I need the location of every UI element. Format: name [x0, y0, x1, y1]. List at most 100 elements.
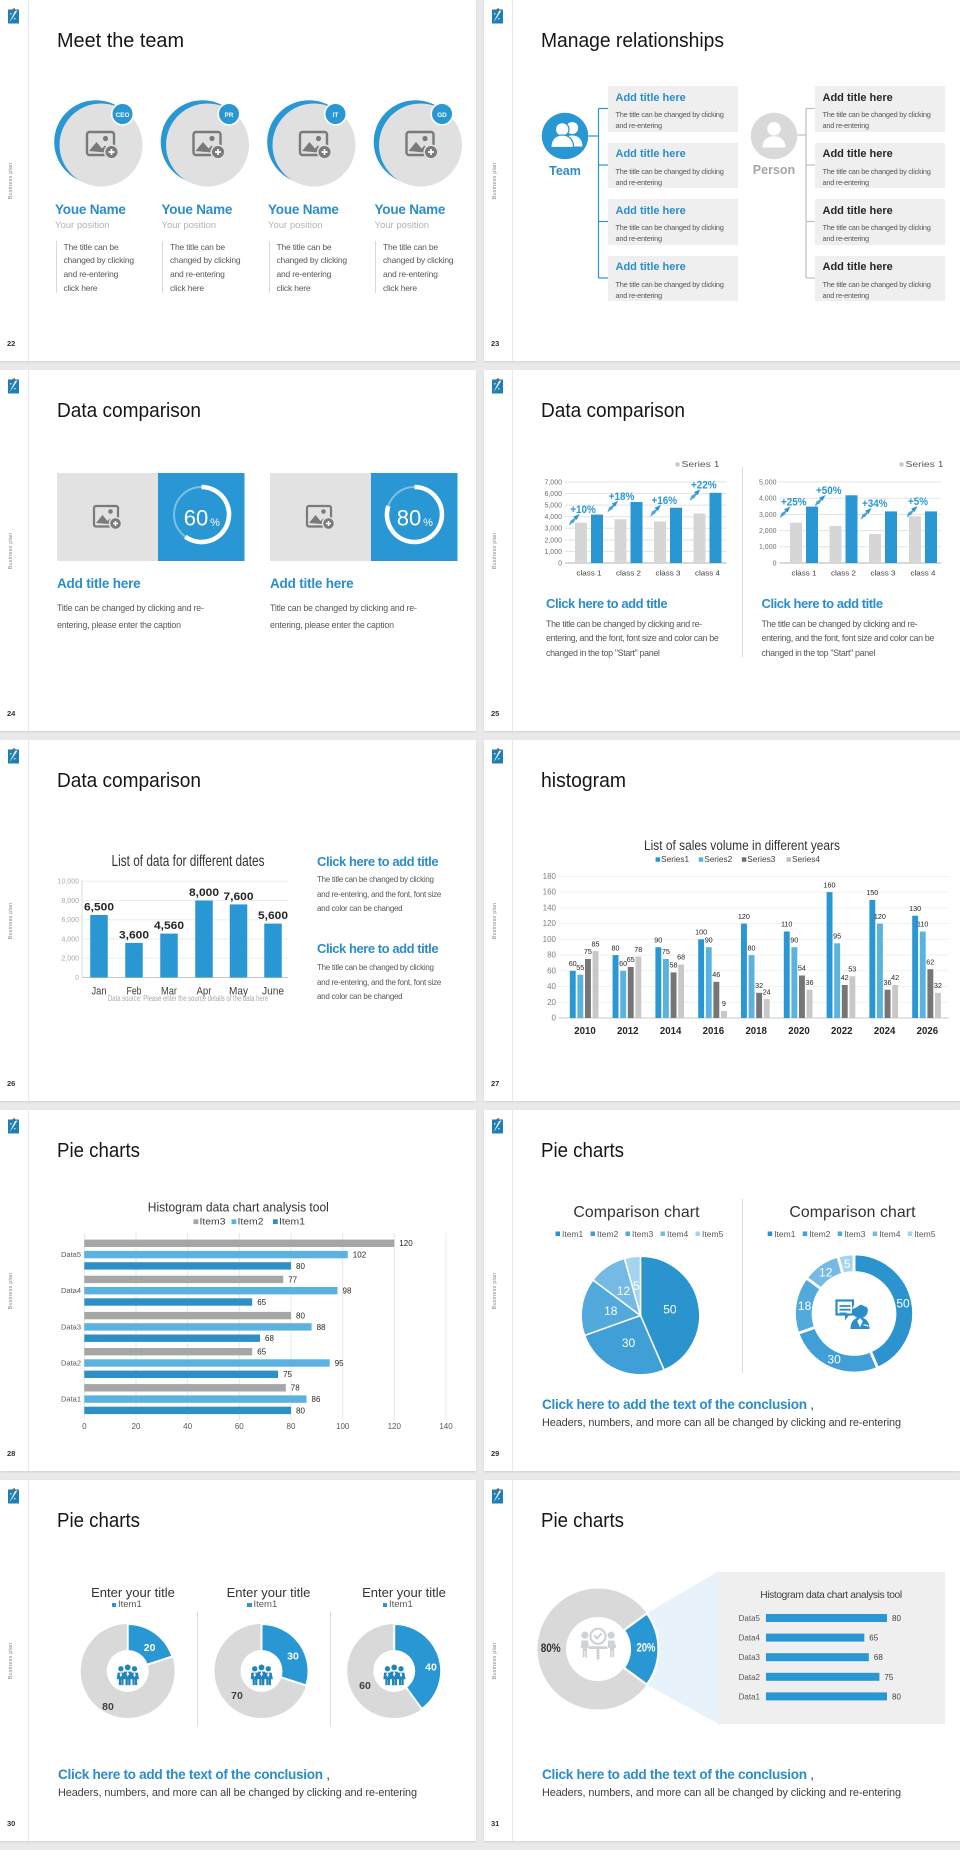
svg-text:Item4: Item4 [879, 1229, 901, 1239]
svg-text:78: 78 [291, 1384, 300, 1393]
svg-text:2018: 2018 [745, 1026, 767, 1037]
svg-text:32: 32 [934, 981, 942, 990]
svg-text:80%: 80% [541, 1643, 561, 1655]
svg-text:Item3: Item3 [844, 1229, 866, 1239]
svg-text:7,000: 7,000 [544, 479, 562, 486]
svg-text:2,000: 2,000 [544, 537, 562, 544]
svg-text:+34%: +34% [862, 498, 888, 510]
svg-text:80: 80 [612, 943, 620, 952]
svg-text:class 4: class 4 [911, 569, 936, 578]
svg-text:May: May [229, 986, 248, 998]
svg-text:Data5: Data5 [61, 1250, 81, 1259]
svg-text:80: 80 [547, 951, 556, 960]
svg-text:+16%: +16% [652, 495, 678, 507]
svg-text:2024: 2024 [874, 1026, 896, 1037]
svg-text:36: 36 [884, 978, 892, 987]
svg-text:class 4: class 4 [695, 569, 720, 578]
svg-text:Manage relationships: Manage relationships [541, 30, 724, 52]
svg-text:18: 18 [604, 1304, 618, 1318]
svg-text:140: 140 [439, 1422, 453, 1431]
svg-text:Series2: Series2 [704, 854, 732, 864]
svg-text:30: 30 [827, 1353, 841, 1367]
svg-text:40: 40 [183, 1422, 192, 1431]
svg-text:histogram: histogram [541, 770, 626, 792]
svg-text:68: 68 [874, 1653, 883, 1662]
svg-text:Item2: Item2 [597, 1229, 619, 1239]
svg-text:5,000: 5,000 [759, 479, 777, 486]
svg-text:3,600: 3,600 [119, 929, 149, 941]
svg-text:50: 50 [663, 1303, 677, 1317]
svg-text:+25%: +25% [781, 497, 807, 509]
svg-text:75: 75 [884, 1673, 893, 1682]
svg-text:78: 78 [634, 945, 642, 954]
svg-text:Pie charts: Pie charts [57, 1510, 140, 1532]
svg-text:65: 65 [627, 955, 635, 964]
svg-text:58: 58 [670, 961, 678, 970]
svg-text:Item1: Item1 [562, 1229, 584, 1239]
svg-text:0: 0 [773, 560, 777, 567]
svg-text:46: 46 [712, 970, 720, 979]
svg-text:5: 5 [844, 1257, 851, 1271]
svg-text:class 2: class 2 [831, 569, 856, 578]
svg-text:+22%: +22% [691, 479, 717, 491]
svg-text:62: 62 [926, 957, 934, 966]
svg-text:Data source: Please enter the: Data source: Please enter the source det… [108, 994, 268, 1003]
svg-text:5,600: 5,600 [258, 910, 288, 922]
svg-text:98: 98 [343, 1287, 352, 1296]
svg-text:+10%: +10% [570, 504, 596, 516]
svg-text:120: 120 [738, 912, 750, 921]
svg-text:60: 60 [184, 506, 208, 531]
svg-text:40: 40 [547, 982, 556, 991]
svg-text:Item1: Item1 [774, 1229, 796, 1239]
svg-text:Meet the team: Meet the team [57, 30, 184, 52]
svg-text:60: 60 [235, 1422, 244, 1431]
svg-text:120: 120 [399, 1239, 413, 1248]
svg-text:6,000: 6,000 [61, 917, 79, 924]
svg-text:60: 60 [359, 1680, 371, 1692]
svg-text:3,000: 3,000 [759, 512, 777, 519]
svg-text:Series1: Series1 [661, 854, 689, 864]
svg-text:0: 0 [82, 1422, 87, 1431]
svg-text:2026: 2026 [917, 1026, 939, 1037]
svg-text:100: 100 [543, 935, 557, 944]
svg-text:6,000: 6,000 [544, 491, 562, 498]
svg-text:4,000: 4,000 [759, 496, 777, 503]
svg-text:36: 36 [806, 978, 814, 987]
svg-text:Series4: Series4 [792, 854, 820, 864]
svg-text:June: June [262, 986, 284, 998]
svg-text:60: 60 [619, 959, 627, 968]
svg-text:2010: 2010 [574, 1026, 596, 1037]
svg-text:20%: 20% [637, 1643, 656, 1655]
svg-text:42: 42 [891, 973, 899, 982]
svg-text:120: 120 [543, 919, 557, 928]
svg-text:Data2: Data2 [739, 1673, 761, 1682]
svg-text:Data4: Data4 [61, 1286, 81, 1295]
svg-text:7,600: 7,600 [224, 891, 254, 903]
svg-text:53: 53 [848, 965, 856, 974]
svg-text:80: 80 [102, 1701, 114, 1713]
svg-text:2,000: 2,000 [61, 956, 79, 963]
svg-text:Item3: Item3 [200, 1216, 226, 1226]
svg-text:1,000: 1,000 [759, 544, 777, 551]
svg-text:%: % [210, 517, 220, 529]
svg-text:Item3: Item3 [632, 1229, 654, 1239]
svg-text:2016: 2016 [703, 1026, 725, 1037]
svg-text:9: 9 [722, 999, 726, 1008]
svg-text:4,000: 4,000 [61, 936, 79, 943]
svg-text:100: 100 [336, 1422, 350, 1431]
svg-text:PR: PR [225, 112, 234, 119]
svg-text:160: 160 [824, 880, 836, 889]
svg-text:4,000: 4,000 [544, 514, 562, 521]
svg-text:77: 77 [288, 1275, 297, 1284]
svg-text:180: 180 [543, 872, 557, 881]
svg-text:80: 80 [397, 506, 421, 531]
svg-text:Item1: Item1 [279, 1216, 305, 1226]
svg-text:32: 32 [755, 981, 763, 990]
svg-text:0: 0 [552, 1014, 557, 1023]
svg-text:Series 1: Series 1 [682, 460, 721, 469]
svg-text:2020: 2020 [788, 1026, 810, 1037]
svg-text:%: % [423, 517, 433, 529]
svg-text:Apr: Apr [197, 986, 212, 998]
svg-text:80: 80 [892, 1614, 901, 1623]
svg-text:20: 20 [144, 1642, 156, 1654]
